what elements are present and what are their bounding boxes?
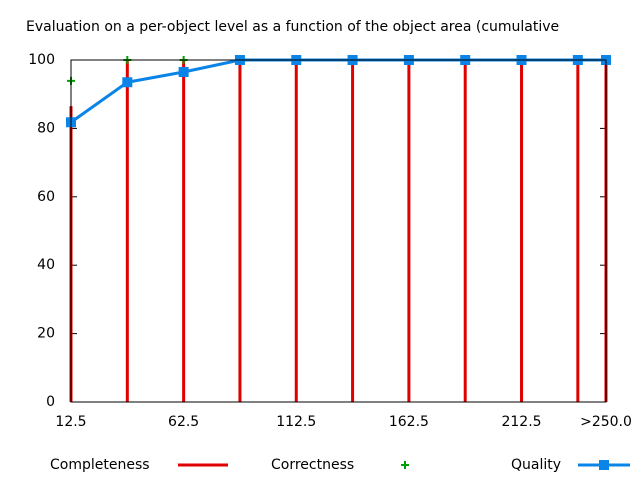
- x-tick-label: 62.5: [168, 414, 199, 430]
- y-tick-label: 0: [46, 394, 55, 410]
- y-tick-label: 80: [37, 120, 55, 136]
- y-tick-label: 100: [28, 52, 55, 68]
- y-tick-label: 20: [37, 326, 55, 342]
- x-tick-label: 212.5: [501, 414, 541, 430]
- legend-label: Quality: [511, 457, 561, 473]
- legend-marker: [599, 460, 609, 470]
- line: [70, 58, 606, 124]
- point: [122, 77, 133, 88]
- x-tick-label: 112.5: [276, 414, 316, 430]
- legend-label: Completeness: [50, 457, 150, 473]
- y-tick-label: 40: [37, 257, 55, 273]
- legend-label: Correctness: [271, 457, 354, 473]
- y-tick-label: 60: [37, 189, 55, 205]
- x-tick-label: 162.5: [389, 414, 429, 430]
- x-tick-label: 12.5: [55, 414, 86, 430]
- chart-title: Evaluation on a per-object level as a fu…: [26, 19, 559, 35]
- point: [178, 66, 189, 77]
- x-tick-label: >250.0: [580, 414, 632, 430]
- plot-border: [70, 59, 607, 403]
- legend-marker: [401, 461, 409, 469]
